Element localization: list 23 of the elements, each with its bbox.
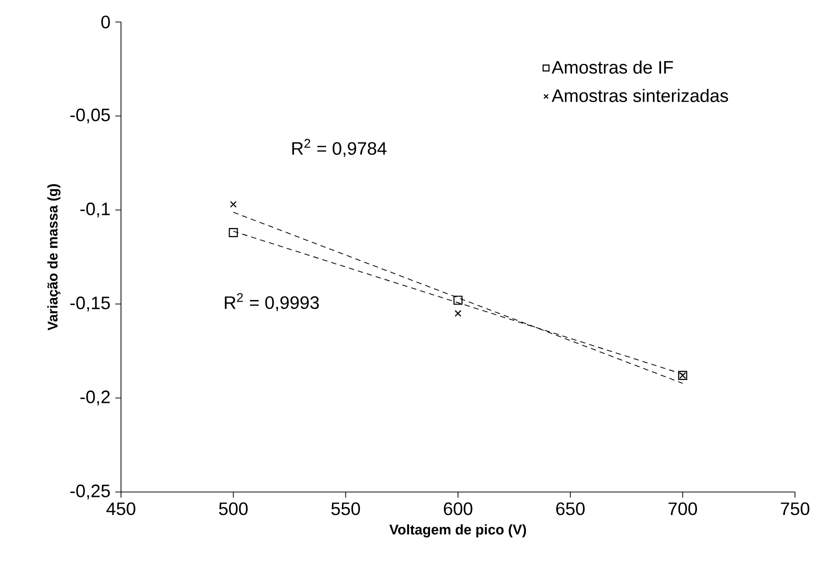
point [454, 310, 462, 317]
y-axis-title: Variação de massa (g) [47, 184, 60, 330]
x-tick-label: 700 [668, 502, 697, 516]
x-tick-label: 750 [780, 502, 810, 516]
y-tick-label: -0,05 [70, 108, 110, 124]
x-axis-title: Voltagem de pico (V) [389, 524, 526, 538]
point [453, 296, 463, 305]
y-tick-label: 0 [101, 16, 110, 28]
x-tick-label: 650 [556, 502, 585, 516]
legend-label: Amostras sinterizadas [552, 88, 728, 102]
x-tick-label: 500 [219, 502, 248, 516]
x-tick-label: 600 [444, 502, 472, 516]
y-tick-label: -0,15 [70, 296, 110, 312]
x-tick-label: 450 [106, 502, 136, 516]
y-tick-label: -0,1 [80, 202, 110, 218]
annotation: R$^{2}$ = 0,9993 [224, 293, 319, 312]
y-tick-label: -0,2 [80, 390, 110, 406]
annotation: R$^{2}$ = 0,9784 [292, 138, 387, 157]
point [228, 228, 238, 238]
y-tick-label: -0,25 [70, 484, 110, 500]
point [230, 200, 237, 208]
x-tick-label: 550 [331, 502, 360, 516]
legend-label: Amostras de IF [552, 60, 673, 74]
